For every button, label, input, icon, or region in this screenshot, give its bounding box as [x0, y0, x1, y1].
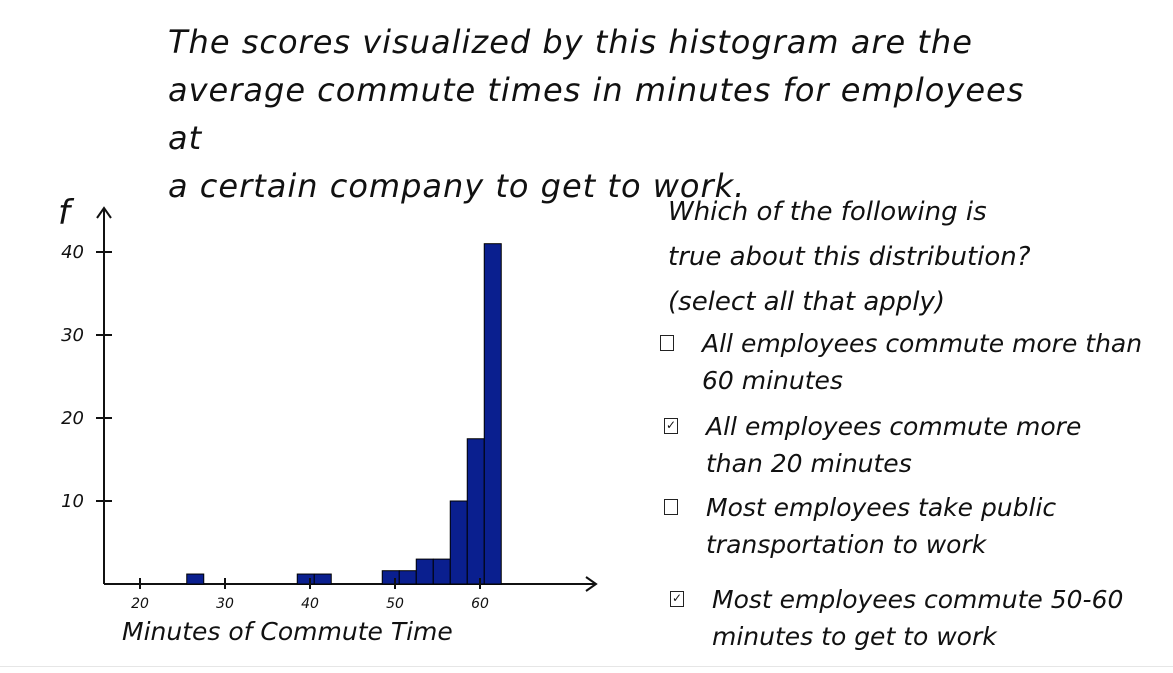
divider — [0, 666, 1173, 667]
histogram-bar — [466, 438, 485, 585]
x-tick-label: 50 — [386, 596, 404, 612]
checkbox-icon[interactable] — [660, 335, 674, 351]
x-axis-arrow — [585, 576, 598, 592]
option-label: Most employees commute 50-60 minutes to … — [712, 585, 1124, 651]
option-3[interactable]: Most employees take public transportatio… — [664, 489, 1056, 563]
y-axis-label: f — [58, 193, 75, 233]
x-tick-label: 20 — [131, 596, 149, 612]
chart-axes — [96, 206, 598, 592]
histogram-bar — [449, 500, 468, 585]
intro-text: The scores visualized by this histogram … — [168, 23, 1025, 205]
y-tick-label: 30 — [61, 325, 84, 346]
x-tick-label: 40 — [301, 596, 319, 612]
checkbox-icon[interactable]: ✓ — [670, 591, 684, 607]
histogram-bar — [432, 558, 451, 585]
y-tick-label: 40 — [61, 242, 84, 263]
x-axis-label: Minutes of Commute Time — [122, 617, 453, 646]
y-axis-arrow — [96, 206, 112, 219]
option-4[interactable]: ✓ Most employees commute 50-60 minutes t… — [670, 581, 1123, 655]
option-2[interactable]: ✓ All employees commute more than 20 min… — [664, 408, 1081, 482]
option-label: Most employees take public transportatio… — [706, 493, 1057, 559]
option-1[interactable]: All employees commute more than 60 minut… — [660, 325, 1142, 399]
histogram-bar — [313, 573, 332, 585]
checkbox-icon[interactable] — [664, 499, 678, 515]
y-tick-label: 10 — [61, 491, 84, 512]
x-tick-label: 60 — [471, 596, 489, 612]
histogram-chart: 10 20 30 40 20 30 40 50 60 f Minutes of Commute … — [58, 193, 598, 646]
histogram-bar — [483, 243, 502, 585]
question-text: Which of the following is true about thi… — [668, 197, 1031, 317]
histogram-bar — [381, 570, 400, 585]
chart-ticks: 10 20 30 40 20 30 40 50 60 — [61, 242, 489, 612]
y-tick-label: 20 — [61, 408, 84, 429]
chart-bars — [186, 243, 502, 585]
histogram-bar — [186, 573, 205, 585]
checkbox-icon[interactable]: ✓ — [664, 418, 678, 434]
option-label: All employees commute more than 60 minut… — [702, 329, 1143, 395]
histogram-bar — [398, 570, 417, 585]
x-tick-label: 30 — [216, 596, 234, 612]
histogram-bar — [415, 558, 434, 585]
option-label: All employees commute more than 20 minut… — [706, 412, 1082, 478]
histogram-bar — [296, 573, 315, 585]
